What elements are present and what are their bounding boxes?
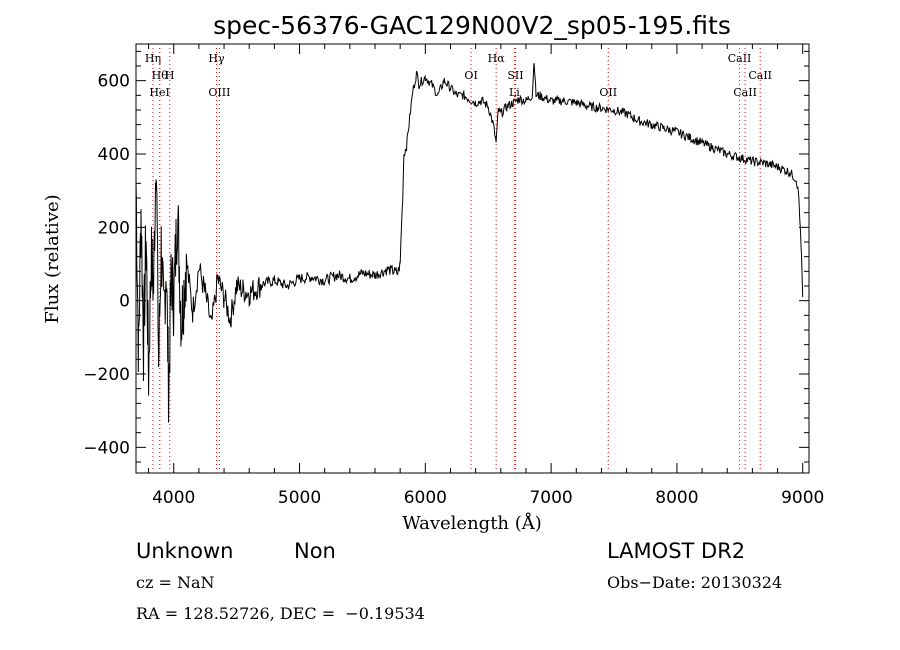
redshift-cz: cz = NaN — [136, 573, 215, 592]
spectral-line-label: Li — [509, 86, 520, 99]
spectral-line-label: Hγ — [208, 52, 225, 65]
spectral-line-markers: Hη HθH HeI Hγ OIII Hα OI SII Li OII CaII CaII CaII — [145, 48, 772, 469]
spectrum-series — [135, 63, 804, 423]
spectral-line-label: Hα — [488, 52, 506, 65]
object-class: Unknown — [136, 539, 234, 563]
survey-name: LAMOST DR2 — [607, 539, 746, 563]
plot-frame — [135, 43, 810, 474]
x-tick-label: 9000 — [781, 488, 824, 508]
x-tick-label: 8000 — [655, 488, 698, 508]
ra-dec-coordinates: RA = 128.52726, DEC = −0.19534 — [136, 604, 425, 623]
y-tick-label: 400 — [98, 145, 130, 165]
object-subclass: Non — [294, 539, 336, 563]
y-axis-label: Flux (relative) — [42, 194, 63, 323]
spectral-line-label: Hθ — [152, 69, 169, 82]
spectral-line-label: OII — [599, 86, 617, 99]
spectral-line-label: OI — [464, 69, 477, 82]
x-tick-label: 7000 — [529, 488, 572, 508]
spectral-line-label: CaII — [733, 86, 757, 99]
y-tick-label: −200 — [83, 365, 130, 385]
spectral-line-label: SII — [507, 69, 523, 82]
spectral-line-label: OIII — [208, 86, 230, 99]
y-tick-label: −400 — [83, 438, 130, 458]
x-axis-label: Wavelength (Å) — [402, 512, 542, 534]
spectral-line-label: H — [165, 69, 175, 82]
axes: 4000 5000 6000 7000 8000 9000 −400 −200 0 200 400 6… — [83, 43, 824, 508]
x-tick-label: 4000 — [152, 488, 195, 508]
plot-area — [135, 63, 804, 423]
spectral-line-label: Hη — [145, 52, 161, 65]
chart-title: spec-56376-GAC129N00V2_sp05-195.fits — [213, 11, 731, 40]
y-tick-label: 600 — [98, 72, 130, 92]
y-tick-label: 0 — [119, 292, 130, 312]
x-tick-label: 5000 — [278, 488, 321, 508]
y-tick-label: 200 — [98, 218, 130, 238]
spectral-line-label: CaII — [748, 69, 772, 82]
x-tick-label: 6000 — [404, 488, 447, 508]
obs-date: Obs−Date: 20130324 — [607, 573, 783, 592]
spectral-line-label: HeI — [149, 86, 169, 99]
spectral-line-label: CaII — [728, 52, 752, 65]
